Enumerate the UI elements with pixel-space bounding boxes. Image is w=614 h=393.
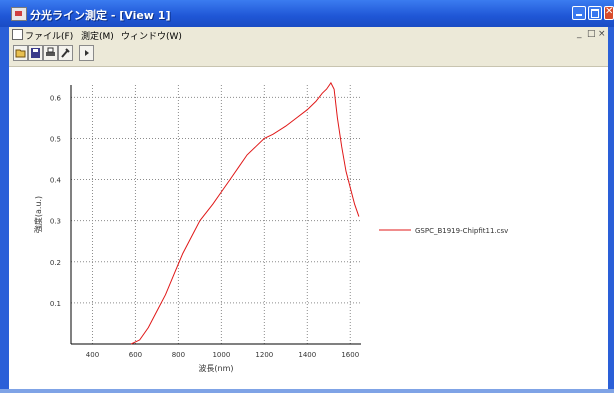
mdi-restore-button[interactable]: □	[587, 29, 596, 39]
plot-area: 400 600 800 1000 1200 1400 1600 0.1 0.2 0.3 0.4 0.5…	[9, 67, 608, 389]
y-tick-label: 0.6	[50, 94, 62, 102]
x-tick-label: 600	[129, 351, 142, 359]
maximize-button[interactable]	[588, 6, 602, 20]
settings-icon	[61, 48, 70, 58]
save-icon	[31, 48, 40, 58]
arrow-button[interactable]	[79, 45, 94, 61]
mdi-minimize-button[interactable]: _	[577, 29, 582, 39]
y-tick-label: 0.5	[50, 135, 61, 143]
print-icon	[46, 47, 55, 56]
legend-label: GSPC_B1919-Chipfit11.csv	[415, 227, 508, 235]
x-tick-label: 800	[172, 351, 185, 359]
menu-file[interactable]: ファイル(F)	[25, 32, 74, 42]
x-tick-label: 1000	[212, 351, 230, 359]
toolbar	[9, 42, 608, 67]
minimize-button[interactable]	[572, 6, 586, 20]
close-button[interactable]	[604, 6, 614, 20]
y-axis-label: 強度(a.u.)	[33, 196, 43, 233]
series-line	[130, 81, 360, 345]
menu-measure[interactable]: 測定(M)	[81, 32, 114, 42]
y-tick-label: 0.2	[50, 259, 61, 267]
y-tick-label: 0.1	[50, 300, 61, 308]
open-button[interactable]	[13, 45, 28, 61]
y-tick-label: 0.4	[50, 177, 62, 185]
x-tick-label: 1600	[341, 351, 359, 359]
title-bar[interactable]: 分光ライン測定 - [View 1]	[0, 0, 614, 27]
save-button[interactable]	[28, 45, 43, 61]
window-title: 分光ライン測定 - [View 1]	[30, 9, 171, 22]
app-icon	[11, 7, 27, 21]
menu-window[interactable]: ウィンドウ(W)	[121, 32, 182, 42]
x-axis-label: 波長(nm)	[198, 363, 233, 373]
print-button[interactable]	[43, 45, 58, 61]
mdi-close-button[interactable]: ×	[598, 29, 606, 39]
open-icon	[15, 49, 26, 58]
y-tick-label: 0.3	[50, 218, 61, 226]
settings-button[interactable]	[58, 45, 73, 61]
x-tick-label: 1200	[255, 351, 273, 359]
spectrum-chart: 400 600 800 1000 1200 1400 1600 0.1 0.2 0.3 0.4 0.5…	[33, 81, 508, 373]
document-icon[interactable]	[12, 29, 23, 40]
x-tick-label: 1400	[298, 351, 316, 359]
x-tick-label: 400	[86, 351, 99, 359]
menu-bar: ファイル(F) 測定(M) ウィンドウ(W) _ □ ×	[9, 27, 608, 42]
arrow-icon	[85, 50, 89, 56]
